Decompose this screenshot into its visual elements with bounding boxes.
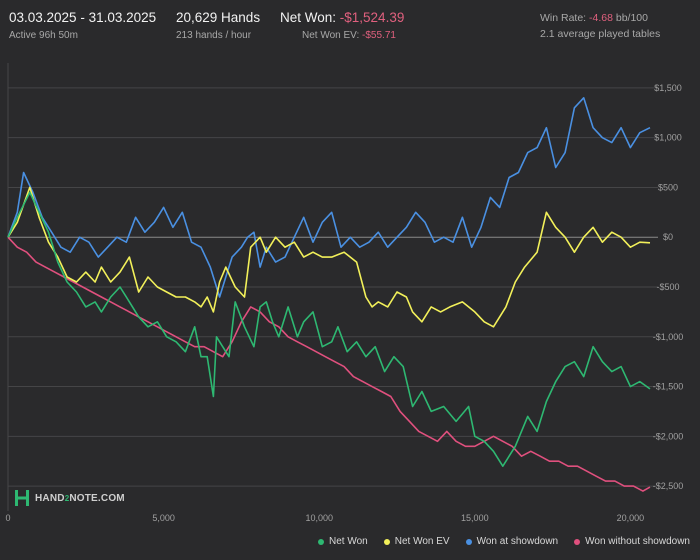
legend-dot-net-won — [318, 538, 325, 545]
x-axis: 0 5,000 10,000 15,000 20,000 — [5, 513, 644, 523]
legend-dot-net-won-ev — [383, 538, 390, 545]
chart-legend: Net Won Net Won EV Won at showdown Won w… — [318, 536, 690, 547]
hand2note-logo: HAND2NOTE.COM — [15, 490, 125, 506]
chart-series — [7, 96, 651, 492]
y-tick-label: $1,000 — [654, 133, 682, 143]
hands-count: 20,629 Hands — [176, 10, 261, 25]
legend-label-won-without-showdown: Won without showdown — [585, 536, 690, 547]
win-rate-label: Win Rate: — [540, 12, 590, 24]
y-tick-label: $0 — [663, 232, 673, 242]
avg-tables: 2.1 average played tables — [540, 28, 661, 40]
win-rate-unit: bb/100 — [612, 12, 648, 24]
hand2note-logo-text: HAND2NOTE.COM — [35, 492, 125, 504]
date-range[interactable]: 03.03.2025 - 31.03.2025 — [9, 10, 157, 25]
net-won-ev: Net Won EV: -$55.71 — [302, 30, 396, 41]
x-tick-label: 15,000 — [461, 513, 489, 523]
chart-grid — [7, 63, 658, 511]
hand2note-logo-mark — [15, 490, 29, 506]
y-tick-label: $1,500 — [654, 83, 682, 93]
legend-won-without-showdown[interactable]: Won without showdown — [574, 536, 690, 547]
series-won-without-showdown — [7, 236, 651, 492]
hands-rate: 213 hands / hour — [176, 30, 252, 41]
win-rate-value: -4.68 — [589, 12, 613, 24]
legend-label-net-won: Net Won — [329, 536, 368, 547]
y-tick-label: -$1,500 — [653, 382, 684, 392]
legend-won-at-showdown[interactable]: Won at showdown — [465, 536, 559, 547]
net-won-value: -$1,524.39 — [339, 10, 405, 25]
legend-dot-won-at-showdown — [465, 538, 472, 545]
x-tick-label: 5,000 — [152, 513, 175, 523]
win-rate: Win Rate: -4.68 bb/100 — [540, 12, 648, 24]
series-net-won — [7, 191, 651, 468]
series-net-won-ev — [7, 186, 651, 328]
net-won-ev-value: -$55.71 — [362, 30, 396, 41]
header: 03.03.2025 - 31.03.2025 Active 96h 50m 2… — [0, 0, 700, 46]
series-won-at-showdown — [7, 96, 651, 298]
y-tick-label: $500 — [658, 182, 678, 192]
y-tick-label: -$500 — [656, 282, 679, 292]
y-tick-label: -$1,000 — [653, 332, 684, 342]
net-won-chart[interactable]: $1,500 $1,000 $500 $0 -$500 -$1,000 -$1,500 -$2… — [0, 46, 700, 536]
legend-label-net-won-ev: Net Won EV — [394, 536, 450, 547]
net-won-ev-label: Net Won EV: — [302, 30, 363, 41]
y-axis: $1,500 $1,000 $500 $0 -$500 -$1,000 -$1,500 -$2… — [653, 83, 684, 491]
y-tick-label: -$2,000 — [653, 431, 684, 441]
x-tick-label: 0 — [5, 513, 10, 523]
y-tick-label: -$2,500 — [653, 481, 684, 491]
legend-net-won[interactable]: Net Won — [318, 536, 368, 547]
x-tick-label: 10,000 — [305, 513, 333, 523]
active-time: Active 96h 50m — [9, 30, 78, 41]
net-won: Net Won: -$1,524.39 — [280, 10, 404, 25]
legend-label-won-at-showdown: Won at showdown — [476, 536, 559, 547]
legend-dot-won-without-showdown — [574, 538, 581, 545]
x-tick-label: 20,000 — [617, 513, 645, 523]
net-won-label: Net Won: — [280, 10, 340, 25]
legend-net-won-ev[interactable]: Net Won EV — [383, 536, 450, 547]
